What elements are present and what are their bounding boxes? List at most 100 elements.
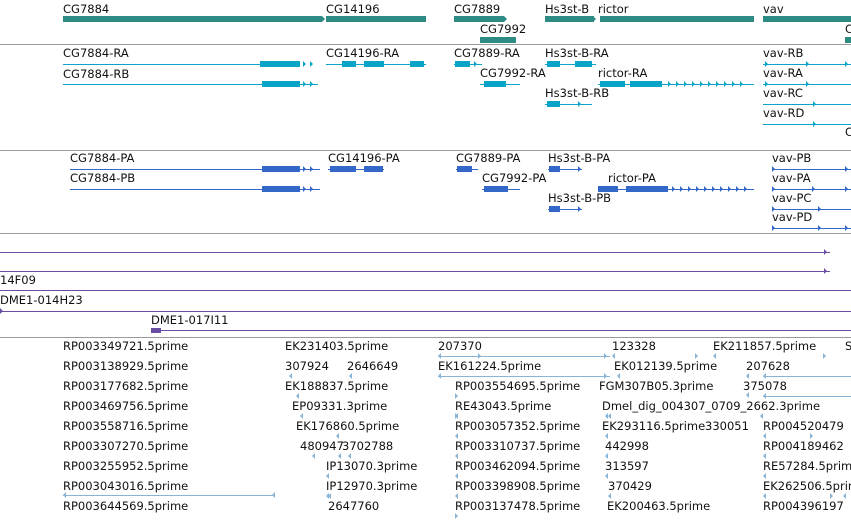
est-label[interactable]: EP09331.3prime <box>292 399 388 413</box>
transcript-intron[interactable] <box>328 169 384 170</box>
transcript-exon[interactable] <box>598 186 618 192</box>
est-label[interactable]: 313597 <box>605 459 649 473</box>
transcript-exon[interactable] <box>330 166 356 172</box>
clone-span[interactable] <box>0 290 851 291</box>
gene-feature[interactable] <box>845 37 851 43</box>
gene-feature[interactable] <box>600 16 754 22</box>
gene-feature[interactable] <box>480 37 516 43</box>
est-feature[interactable] <box>63 495 275 496</box>
transcript-label[interactable]: Hs3st-B-RB <box>545 86 610 100</box>
est-label[interactable]: 480947 <box>300 439 344 453</box>
est-label[interactable]: RP003310737.5prime <box>455 439 581 453</box>
gene-label[interactable]: CG14196 <box>326 2 380 16</box>
transcript-exon[interactable] <box>549 206 560 212</box>
est-label[interactable]: RP003137478.5prime <box>455 499 581 513</box>
transcript-intron[interactable] <box>545 64 596 65</box>
transcript-intron[interactable] <box>772 169 851 170</box>
transcript-exon[interactable] <box>262 81 300 87</box>
est-label[interactable]: RP003057352.5prime <box>455 419 581 433</box>
est-label[interactable]: RP003307270.5prime <box>63 439 189 453</box>
gene-label[interactable]: CG7884 <box>63 2 110 16</box>
transcript-label[interactable]: Hs3st-B-PB <box>548 191 612 205</box>
transcript-label[interactable]: vav-PB <box>772 151 812 165</box>
transcript-intron[interactable] <box>763 124 851 125</box>
est-label[interactable]: FGM307B05.3prime <box>599 379 714 393</box>
est-label[interactable]: 2646649 <box>347 359 399 373</box>
transcript-intron[interactable] <box>63 84 318 85</box>
gene-label[interactable]: rictor <box>598 2 629 16</box>
transcript-exon[interactable] <box>547 101 560 107</box>
transcript-label[interactable]: vav-RA <box>763 66 803 80</box>
est-label[interactable]: 370429 <box>608 479 652 493</box>
est-label[interactable]: 2647760 <box>328 499 380 513</box>
transcript-intron[interactable] <box>772 189 851 190</box>
transcript-label[interactable]: vav-PD <box>772 210 813 224</box>
transcript-label[interactable]: rictor-RA <box>598 66 648 80</box>
est-feature[interactable] <box>763 376 851 377</box>
transcript-intron[interactable] <box>63 64 300 65</box>
gene-feature[interactable] <box>63 16 322 22</box>
est-label[interactable]: 375078 <box>743 379 787 393</box>
est-label[interactable]: EK176860.5prime <box>296 419 400 433</box>
est-label[interactable]: RP003177682.5prime <box>63 379 189 393</box>
est-label[interactable]: 330051 <box>705 419 749 433</box>
transcript-label[interactable]: CG7884-RB <box>63 67 130 81</box>
transcript-intron[interactable] <box>70 189 320 190</box>
est-label[interactable]: RP004396197 <box>763 499 844 513</box>
est-label[interactable]: RP003398908.5prime <box>455 479 581 493</box>
est-feature[interactable] <box>763 396 851 397</box>
clone-label[interactable]: DME1-017I11 <box>151 313 229 327</box>
transcript-label[interactable]: vav-RB <box>763 46 804 60</box>
transcript-intron[interactable] <box>548 169 582 170</box>
gene-label[interactable]: Hs3st-B <box>545 2 590 16</box>
transcript-exon[interactable] <box>547 61 560 67</box>
transcript-label[interactable]: rictor-PA <box>608 171 656 185</box>
est-feature[interactable] <box>438 356 610 357</box>
transcript-label[interactable]: CG14196-PA <box>328 151 400 165</box>
transcript-label[interactable]: CG14196-RA <box>326 46 400 60</box>
est-label[interactable]: RP003554695.5prime <box>455 379 581 393</box>
est-label[interactable]: EK231403.5prime <box>285 339 389 353</box>
transcript-exon[interactable] <box>262 166 300 172</box>
transcript-label[interactable]: vav-PA <box>772 171 811 185</box>
transcript-exon[interactable] <box>260 61 300 67</box>
est-label[interactable]: 207370 <box>438 339 482 353</box>
transcript-exon[interactable] <box>549 166 560 172</box>
est-feature[interactable] <box>438 376 610 377</box>
transcript-label[interactable]: CG7884-PB <box>70 171 136 185</box>
clone-span[interactable] <box>0 311 851 312</box>
est-label[interactable]: RP004189462 <box>763 439 844 453</box>
transcript-intron[interactable] <box>545 104 592 105</box>
transcript-label[interactable]: CG7889-PA <box>456 151 521 165</box>
est-label[interactable]: 3702788 <box>342 439 394 453</box>
transcript-exon[interactable] <box>484 186 508 192</box>
transcript-exon[interactable] <box>457 166 472 172</box>
clone-span[interactable] <box>0 271 830 272</box>
est-label[interactable]: EK188837.5prime <box>285 379 389 393</box>
transcript-intron[interactable] <box>772 209 851 210</box>
transcript-label[interactable]: C <box>845 125 851 139</box>
clone-label[interactable]: 14F09 <box>0 273 36 287</box>
transcript-intron[interactable] <box>548 209 582 210</box>
transcript-label[interactable]: CG7992-RA <box>480 66 546 80</box>
est-label[interactable]: RP003138929.5prime <box>63 359 189 373</box>
transcript-exon[interactable] <box>342 61 356 67</box>
gene-label[interactable]: vav <box>763 2 784 16</box>
transcript-label[interactable]: vav-RC <box>763 86 803 100</box>
est-label[interactable]: RP003644569.5prime <box>63 499 189 513</box>
est-label[interactable]: 207628 <box>746 359 790 373</box>
est-label[interactable]: IP13070.3prime <box>326 459 418 473</box>
transcript-exon[interactable] <box>410 61 424 67</box>
est-label[interactable]: RP003462094.5prime <box>455 459 581 473</box>
transcript-exon[interactable] <box>626 186 668 192</box>
clone-span[interactable] <box>151 330 851 331</box>
est-label[interactable]: 307924 <box>285 359 329 373</box>
transcript-label[interactable]: CG7884-PA <box>70 151 135 165</box>
gene-feature[interactable] <box>545 16 594 22</box>
gene-label[interactable]: C <box>845 22 851 36</box>
gene-label[interactable]: CG7992 <box>480 22 527 36</box>
gene-feature[interactable] <box>763 16 851 22</box>
est-label[interactable]: RP003469756.5prime <box>63 399 189 413</box>
est-label[interactable]: RP003255952.5prime <box>63 459 189 473</box>
gene-feature[interactable] <box>326 16 426 22</box>
